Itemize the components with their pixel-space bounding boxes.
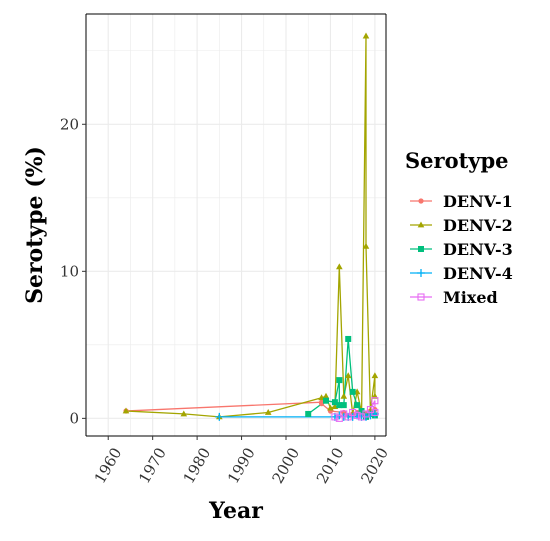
legend-key-marker: [417, 269, 425, 277]
data-point-denv-3: [323, 397, 329, 404]
data-point-denv-3: [340, 402, 347, 409]
data-point-mixed: [362, 410, 370, 418]
legend-key-marker: [417, 293, 425, 301]
data-point-mixed: [371, 397, 379, 405]
data-point-mixed: [353, 411, 361, 419]
x-tick-label: 1990: [224, 445, 259, 487]
data-point-denv-3: [336, 377, 343, 384]
data-point-denv-2: [362, 242, 370, 249]
data-point-denv-2: [340, 392, 348, 399]
legend-key-marker: [418, 246, 424, 252]
legend-label: DENV-2: [443, 216, 513, 235]
legend-item-denv-3: DENV-3: [410, 240, 513, 259]
data-point-denv-2: [344, 372, 352, 379]
x-axis-title: Year: [208, 498, 263, 524]
data-point-denv-3: [331, 399, 338, 406]
y-axis-title: Serotype (%): [22, 146, 48, 304]
x-tick-label: 2000: [268, 445, 303, 487]
x-tick-label: 2020: [357, 445, 392, 487]
y-tick-label: 0: [69, 409, 79, 427]
data-point-mixed: [371, 408, 379, 417]
data-point-denv-2: [264, 408, 272, 415]
x-tick-label: 1970: [135, 445, 170, 487]
plot-panel: [86, 14, 386, 436]
grid-lines: [85, 14, 386, 436]
data-point-denv-3: [345, 335, 352, 342]
data-point-denv-2: [362, 32, 370, 39]
legend-item-denv-1: DENV-1: [410, 192, 513, 211]
legend: Serotype DENV-1 DENV-2 DENV-3 DENV-4 Mixed: [405, 148, 513, 307]
x-tick-label: 2010: [313, 445, 348, 487]
data-point-denv-2: [371, 372, 379, 379]
y-tick-label: 10: [60, 262, 79, 280]
x-tick-label: 1980: [180, 445, 215, 487]
legend-key-marker: [418, 198, 424, 204]
data-point-denv-3: [354, 402, 361, 409]
legend-item-denv-2: DENV-2: [410, 216, 513, 235]
legend-item-denv-4: DENV-4: [410, 264, 513, 283]
data-point-denv-3: [336, 402, 343, 409]
data-point-denv-3: [349, 388, 356, 395]
data-point-mixed: [344, 413, 352, 421]
data-point-denv-2: [322, 392, 330, 399]
legend-label: DENV-3: [443, 240, 513, 259]
data-point-denv-2: [122, 407, 130, 414]
data-point-denv-4: [215, 412, 224, 421]
x-tick-label: 1960: [91, 445, 126, 487]
legend-key-marker: [417, 221, 425, 228]
legend-item-mixed: Mixed: [410, 288, 498, 307]
legend-title: Serotype: [405, 148, 509, 173]
data-point-mixed: [335, 414, 343, 422]
data-point-denv-2: [180, 410, 188, 417]
data-point-denv-3: [358, 408, 365, 415]
legend-label: DENV-1: [443, 192, 513, 211]
data-point-denv-3: [305, 410, 312, 417]
data-point-mixed: [331, 413, 339, 421]
legend-label: DENV-4: [443, 264, 513, 283]
legend-label: Mixed: [443, 288, 498, 307]
data-point-denv-1: [318, 401, 325, 407]
y-tick-label: 20: [60, 115, 79, 133]
data-point-denv-4: [348, 412, 357, 421]
data-point-denv-2: [336, 263, 343, 270]
